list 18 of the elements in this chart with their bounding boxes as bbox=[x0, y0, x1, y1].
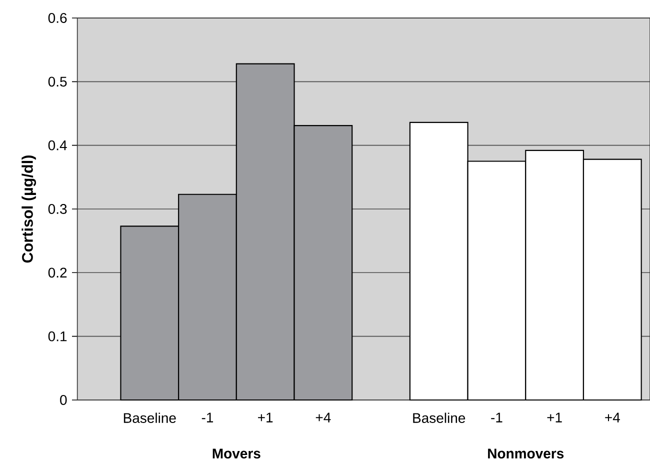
y-tick-label: 0.6 bbox=[48, 13, 67, 23]
x-tick-label: -1 bbox=[491, 412, 502, 422]
x-tick-label: +4 bbox=[316, 412, 331, 422]
y-tick-label: 0.3 bbox=[48, 204, 67, 214]
x-tick-label: +1 bbox=[547, 412, 562, 422]
y-tick-label: 0.4 bbox=[48, 140, 67, 150]
y-tick-label: 0 bbox=[60, 395, 67, 405]
y-axis-title: Cortisol (µg/dl) bbox=[22, 156, 36, 263]
x-tick-label: Baseline bbox=[413, 412, 466, 423]
x-tick-label: -1 bbox=[202, 412, 214, 422]
x-tick-label: Baseline bbox=[124, 412, 176, 423]
y-tick-label: 0.1 bbox=[48, 331, 67, 342]
y-tick-label: 0.2 bbox=[48, 268, 67, 278]
x-tick-label: +4 bbox=[605, 412, 620, 422]
text: Nonmovers bbox=[488, 448, 564, 458]
x-tick-label: +1 bbox=[258, 412, 273, 422]
y-tick-label: 0.5 bbox=[48, 76, 67, 87]
text: Movers bbox=[212, 448, 260, 458]
